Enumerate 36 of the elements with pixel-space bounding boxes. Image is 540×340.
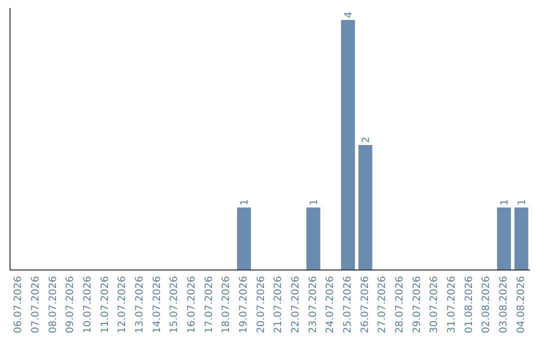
data-label: 1 — [308, 199, 320, 206]
x-tick-label: 16.07.2026 — [186, 276, 198, 334]
x-tick-label: 25.07.2026 — [342, 276, 354, 334]
x-tick-label: 17.07.2026 — [204, 276, 215, 334]
x-tick-label: 30.07.2026 — [429, 276, 440, 334]
data-label: 1 — [500, 199, 510, 206]
x-tick-label: 11.07.2026 — [100, 276, 111, 334]
x-tick-label: 27.07.2026 — [377, 276, 388, 334]
x-tick-label: 06.07.2026 — [13, 276, 24, 334]
x-tick-label: 24.07.2026 — [325, 276, 336, 334]
x-tick-label: 04.08.2026 — [516, 276, 527, 334]
x-tick-label: 29.07.2026 — [412, 276, 423, 334]
x-tick-label: 10.07.2026 — [82, 276, 94, 334]
x-tick-label: 15.07.2026 — [169, 276, 180, 334]
data-label: 4 — [344, 12, 354, 18]
data-label: 2 — [360, 136, 372, 143]
x-tick-label: 26.07.2026 — [360, 276, 371, 334]
x-tick-label: 31.07.2026 — [446, 276, 458, 334]
x-tick-label: 19.07.2026 — [238, 276, 250, 334]
x-tick-label: 07.07.2026 — [30, 276, 42, 334]
x-tick-label: 20.07.2026 — [256, 276, 267, 334]
x-tick-label: 14.07.2026 — [152, 276, 163, 334]
data-label: 1 — [240, 199, 250, 206]
x-tick-label: 23.07.2026 — [308, 276, 319, 334]
x-tick-label: 22.07.2026 — [290, 276, 302, 334]
x-tick-label: 08.07.2026 — [48, 276, 59, 334]
x-tick-label: 03.08.2026 — [498, 276, 510, 334]
x-tick-label: 12.07.2026 — [117, 276, 128, 334]
x-tick-label: 02.08.2026 — [481, 276, 492, 334]
x-tick-label: 21.07.2026 — [273, 276, 284, 334]
data-label: 1 — [516, 199, 528, 206]
x-tick-label: 01.08.2026 — [464, 276, 475, 334]
x-tick-label: 09.07.2026 — [65, 276, 76, 334]
x-tick-label: 18.07.2026 — [221, 276, 232, 334]
x-tick-label: 28.07.2026 — [394, 276, 406, 334]
x-tick-label: 13.07.2026 — [134, 276, 146, 334]
